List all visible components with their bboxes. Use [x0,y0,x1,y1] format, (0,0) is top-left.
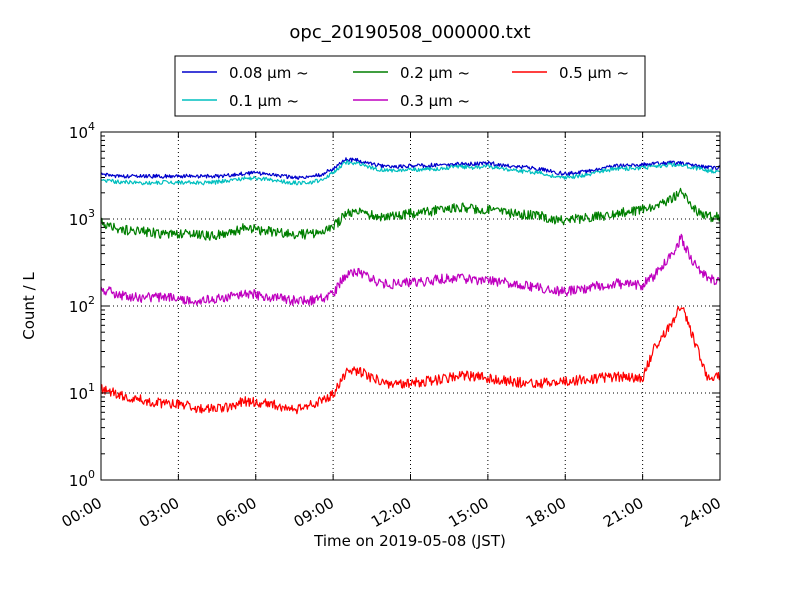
x-tick-label: 12:00 [368,494,414,531]
y-tick-labels: 100 101 102 103 104 [69,120,95,490]
y-tick-label: 100 [69,468,95,490]
series-line [100,157,721,180]
x-tick-label: 21:00 [600,494,646,531]
y-axis-label: Count / L [20,272,38,340]
legend-label: 0.5 μm ~ [559,64,629,82]
legend-box [174,55,646,117]
x-tick-label: 06:00 [213,494,259,531]
x-axis-label: Time on 2019-05-08 (JST) [313,532,506,550]
y-tick-label: 101 [69,381,95,403]
y-tick-label: 102 [69,294,95,316]
series-line [100,233,721,306]
x-tick-label: 18:00 [523,494,569,531]
x-tick-label: 24:00 [678,494,724,531]
chart-title: opc_20190508_000000.txt [289,22,530,43]
legend-label: 0.08 μm ~ [229,64,309,82]
x-tick-label: 00:00 [59,494,105,531]
x-tick-label: 09:00 [291,494,337,531]
legend-label: 0.3 μm ~ [400,92,470,110]
series-lines [100,157,721,415]
series-line [100,306,721,415]
legend: 0.08 μm ~ 0.1 μm ~ 0.2 μm ~ 0.3 μm ~ 0.5 μm … [174,55,646,117]
x-tick-label: 15:00 [445,494,491,531]
y-tick-label: 104 [69,120,95,142]
series-line [100,159,721,186]
series-line [100,187,721,241]
y-tick-label: 103 [69,207,95,229]
legend-label: 0.2 μm ~ [400,64,470,82]
x-tick-label: 03:00 [136,494,182,531]
axis-ticks [100,131,721,481]
plot-area [101,132,720,480]
x-tick-labels: 00:00 03:00 06:00 09:00 12:00 15:00 18:00 21:00… [59,494,724,531]
legend-label: 0.1 μm ~ [229,92,299,110]
